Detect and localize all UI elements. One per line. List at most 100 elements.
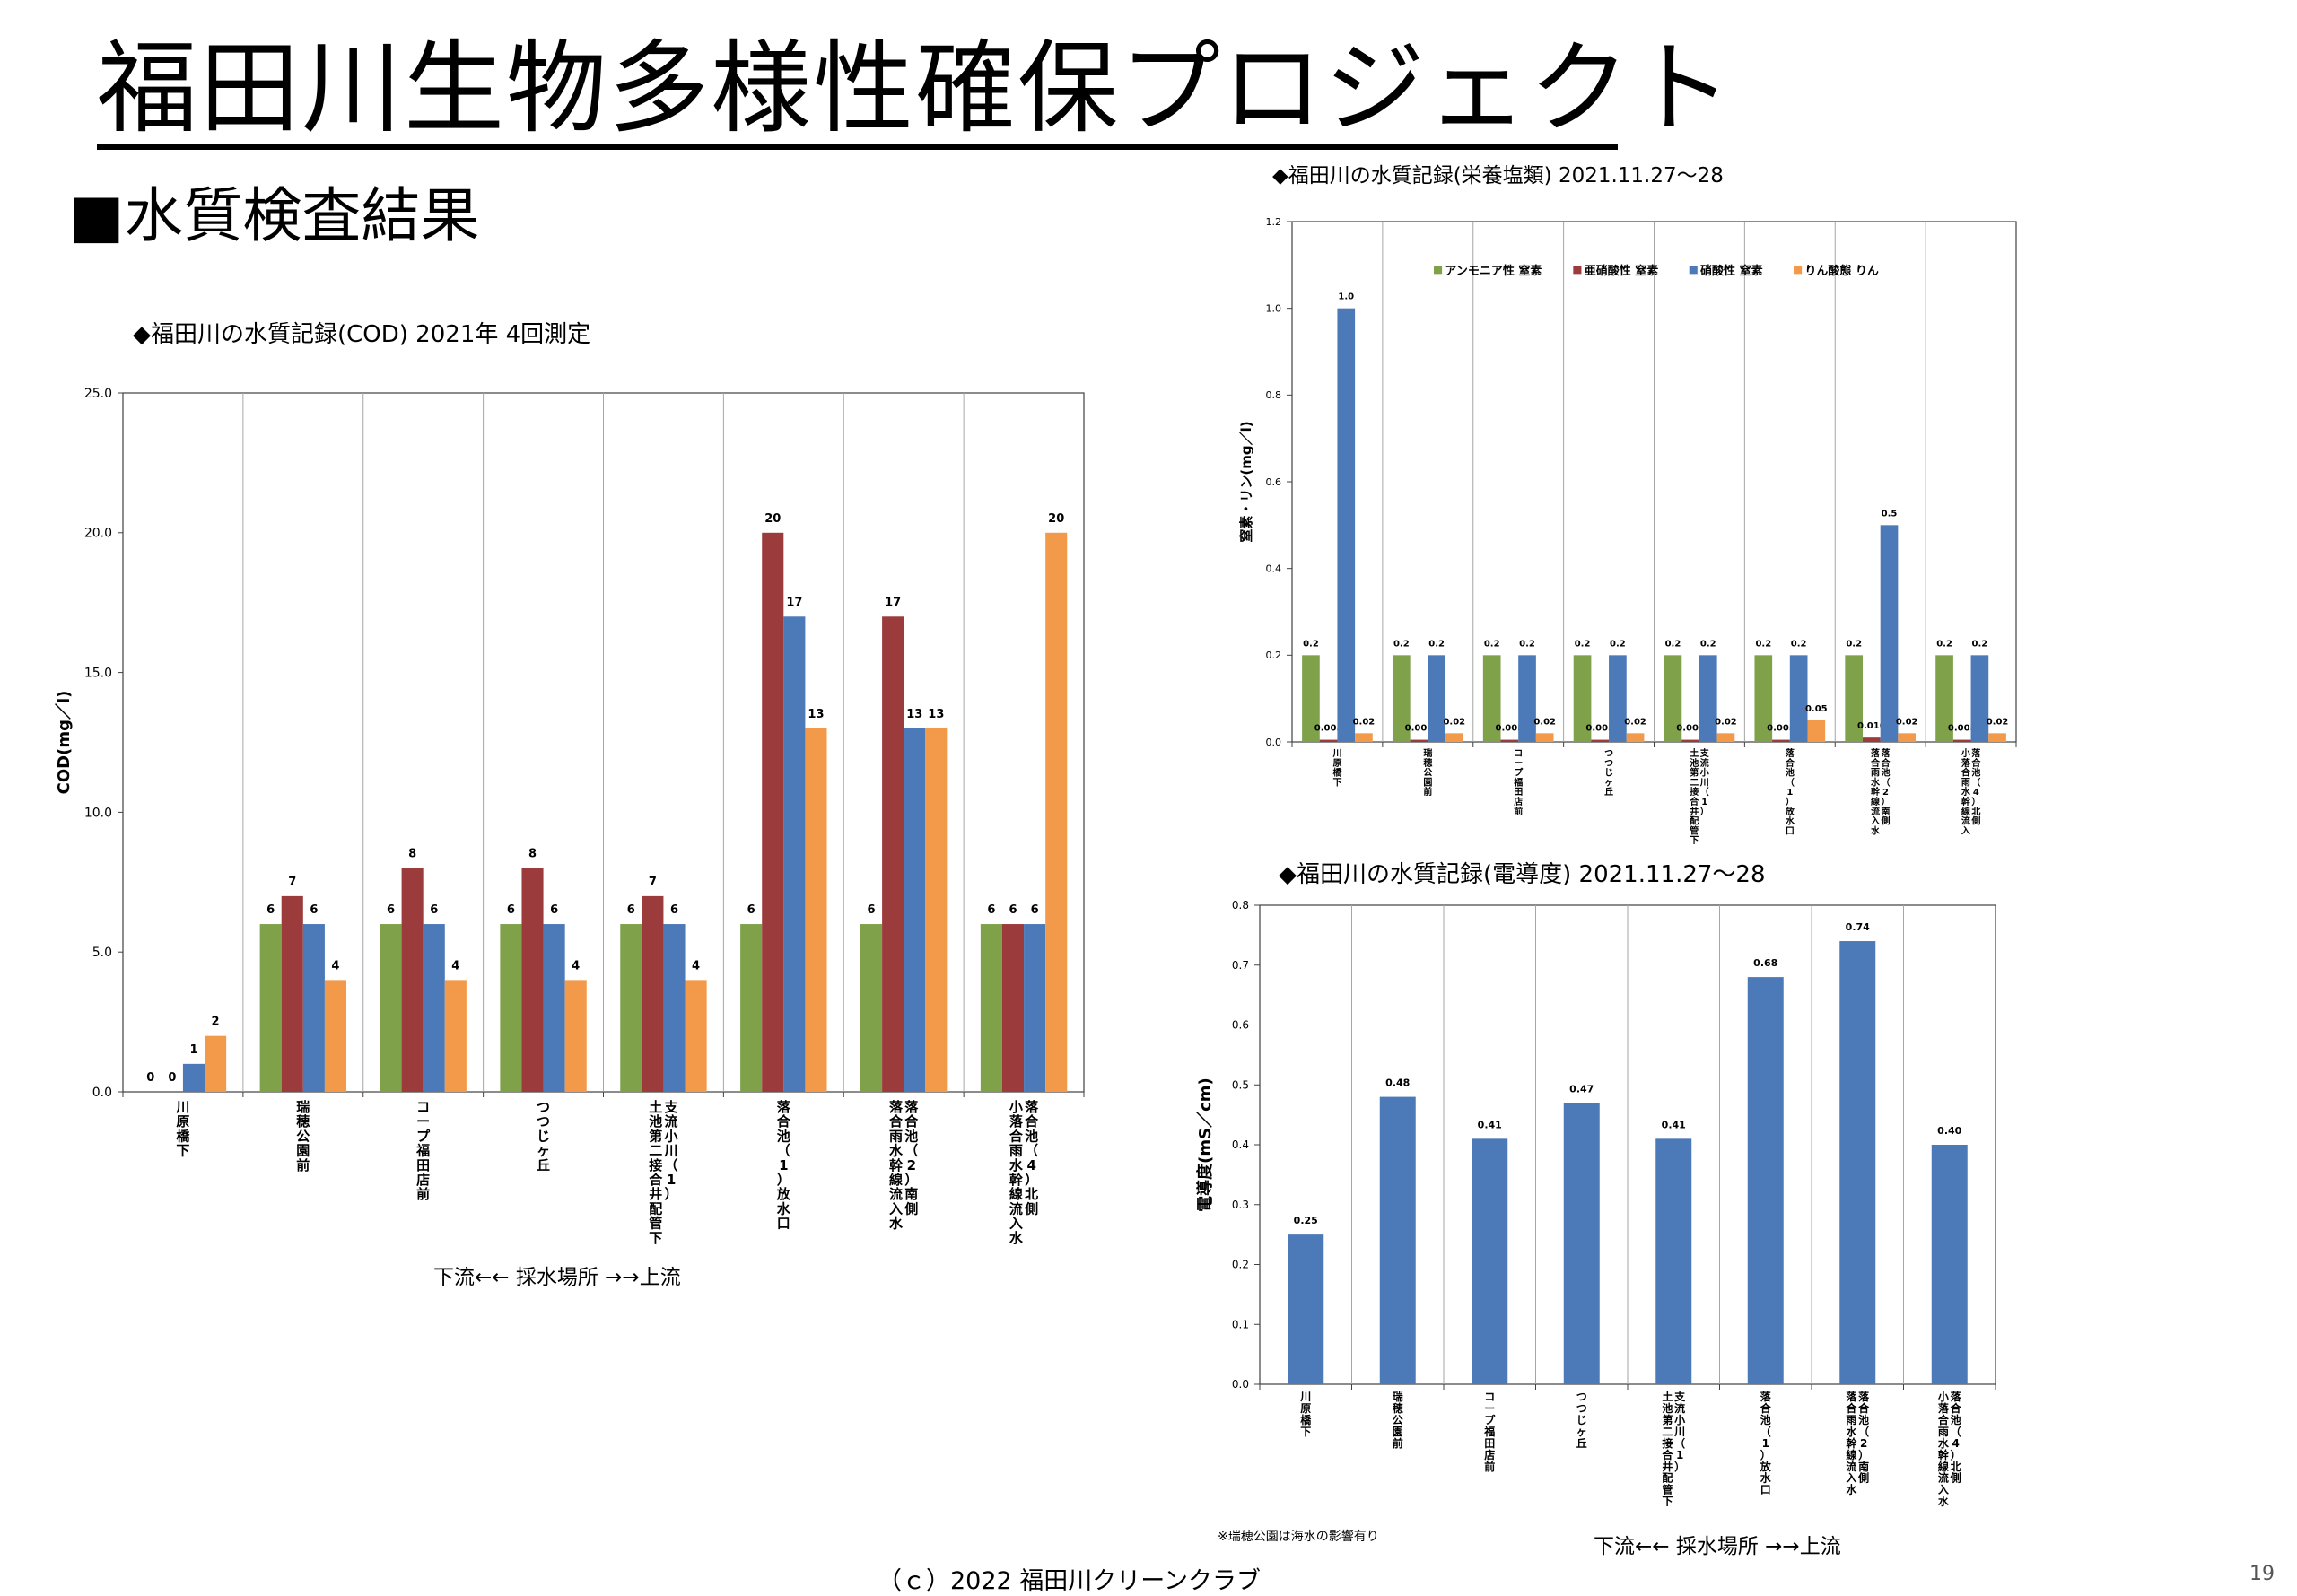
legend-swatch (1689, 266, 1698, 275)
x-tick-label-char: コ (1484, 1391, 1495, 1403)
x-tick-label-char: （ (904, 1143, 918, 1159)
x-tick-label-char: ヶ (1604, 778, 1613, 788)
x-tick-label-char: 口 (1786, 826, 1795, 836)
data-label: 0.005 (1948, 724, 1977, 734)
bar (1609, 655, 1627, 742)
x-tick-label-char: 幹 (1871, 786, 1881, 798)
data-label: 4 (451, 959, 459, 972)
x-tick-label-char: 井 (1662, 1460, 1673, 1473)
bar (444, 980, 467, 1092)
bar (1045, 532, 1068, 1092)
x-tick-label-char: 南 (904, 1186, 918, 1202)
y-tick-label: 0.0 (92, 1086, 112, 1100)
data-label: 13 (906, 708, 922, 721)
x-tick-label-char: 落 (1938, 1401, 1950, 1415)
x-tick-label-char: （ (1858, 1425, 1869, 1438)
y-tick-label: 0.6 (1266, 476, 1282, 488)
data-label: 0.2 (1575, 639, 1591, 649)
x-tick-label-char: 水 (1870, 776, 1881, 788)
x-tick-label-char: 北 (1951, 1460, 1961, 1473)
data-label: 0.005 (1405, 724, 1434, 734)
x-tick-label-char: 土 (1690, 747, 1699, 759)
x-tick-label-char: 幹 (1961, 796, 1971, 807)
bar (543, 924, 565, 1092)
bar (1988, 733, 2006, 742)
x-tick-label-char: ヶ (1576, 1426, 1587, 1438)
x-tick-label-char: 4 (1952, 1437, 1959, 1450)
bar (762, 532, 784, 1092)
x-tick-label-char: プ (1514, 767, 1524, 779)
x-tick-label-char: 側 (1950, 1471, 1961, 1485)
bar (302, 924, 325, 1092)
bar (1970, 655, 1989, 742)
x-tick-label-char: 接 (1690, 786, 1699, 798)
x-tick-label-char: つ (1576, 1402, 1587, 1415)
data-label: 7 (288, 876, 296, 889)
x-tick-label-char: 落 (1881, 747, 1891, 759)
data-label: 2 (212, 1016, 220, 1029)
bar (1591, 739, 1610, 742)
x-tick-label-char: 1 (667, 1172, 676, 1188)
x-tick-label-char: ） (1025, 1172, 1038, 1188)
x-tick-label-char: ー (1484, 1402, 1495, 1415)
x-tick-label-char: 側 (1970, 815, 1980, 827)
conductivity-note: ※瑞穂公園は海水の影響有り (1218, 1530, 1379, 1544)
data-label: 6 (627, 903, 635, 917)
x-tick-label-char: 流 (1871, 806, 1880, 817)
x-tick-label-char: 落 (904, 1099, 919, 1115)
data-label: 0.2 (1972, 639, 1988, 649)
x-tick-label-char: 側 (1880, 815, 1890, 827)
x-tick-label-char: 合 (1951, 1401, 1962, 1415)
data-label: 0.005 (1676, 724, 1705, 734)
x-tick-label-char: 合 (1662, 1448, 1673, 1461)
y-tick-label: 0.2 (1266, 650, 1282, 661)
x-tick-label-char: 放 (776, 1186, 791, 1202)
x-tick-label-char: 下 (1690, 835, 1699, 846)
x-tick-label-char: 店 (1514, 796, 1523, 807)
data-label: 0.2 (1846, 639, 1862, 649)
x-tick-label-char: 水 (1870, 824, 1881, 836)
bar (860, 924, 883, 1092)
x-tick-label-char: 下 (1662, 1496, 1673, 1508)
x-tick-label-char: 線 (1961, 806, 1970, 817)
x-tick-label-char: ） (665, 1186, 678, 1202)
legend-label: りん酸態 りん (1804, 264, 1879, 278)
data-label: 0.005 (1585, 724, 1614, 734)
x-tick-label-char: ） (777, 1172, 790, 1188)
x-tick-label-char: 下 (649, 1230, 662, 1246)
x-tick-label-char: 支 (664, 1099, 679, 1115)
cod-x-axis-label: 下流←← 採水場所 →→上流 (433, 1266, 681, 1289)
y-tick-label: 15.0 (84, 667, 112, 681)
data-label: 4 (572, 959, 580, 972)
x-tick-label-char: 水 (889, 1143, 904, 1159)
data-label: 17 (885, 596, 901, 609)
bar (1754, 655, 1773, 742)
x-tick-label-char: 雨 (1871, 768, 1880, 779)
data-label: 0.05 (1805, 704, 1828, 714)
data-label: 0.2 (1936, 639, 1952, 649)
data-label: 0.005 (1767, 724, 1795, 734)
bar (1482, 655, 1501, 742)
x-tick-label-char: 合 (1880, 757, 1891, 769)
bar (1839, 941, 1876, 1384)
x-tick-label-char: 水 (1009, 1157, 1024, 1173)
footer-credit: （ｃ）2022 福田川クリーンクラブ (878, 1567, 1261, 1595)
x-tick-label-char: つ (1604, 759, 1613, 769)
bar (564, 980, 587, 1092)
x-tick-label-char: 池 (1760, 1413, 1771, 1426)
data-label: 13 (808, 708, 824, 721)
data-label: 0.2 (1519, 639, 1535, 649)
x-tick-label-char: 店 (416, 1172, 430, 1188)
bar (642, 895, 664, 1092)
data-label: 6 (310, 903, 318, 917)
x-tick-label-char: 池 (649, 1113, 662, 1129)
x-tick-label-char: つ (1576, 1391, 1587, 1403)
x-tick-label-char: ） (1951, 1448, 1961, 1461)
y-axis-label: 電導度(mS／cm) (1195, 1077, 1215, 1212)
x-tick-label-char: 川 (664, 1143, 678, 1159)
